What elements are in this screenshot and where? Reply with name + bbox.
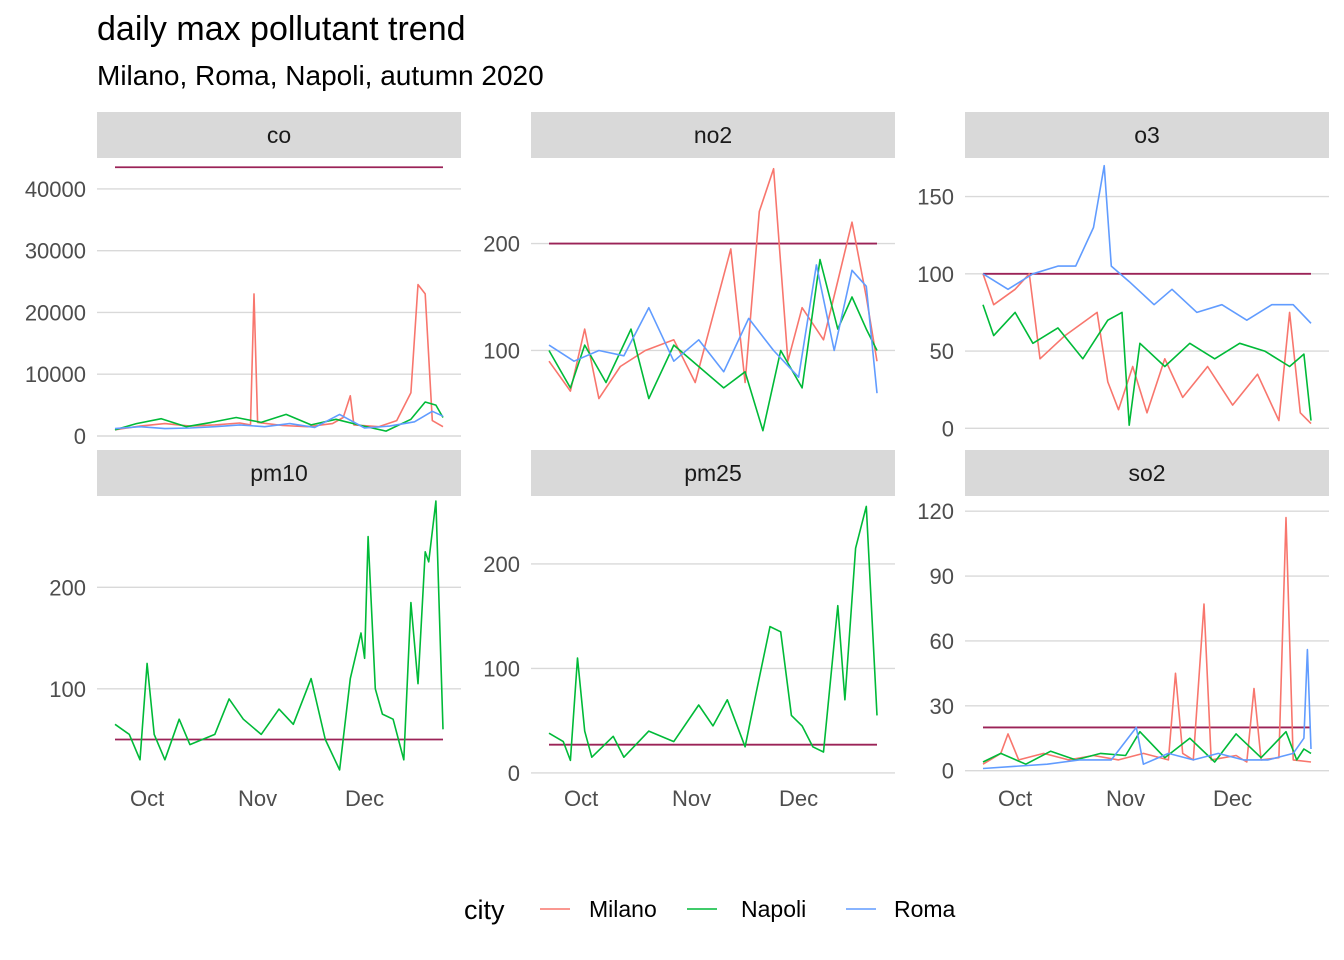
y-tick-label: 200 xyxy=(483,232,520,257)
x-tick-label: Oct xyxy=(998,786,1032,811)
y-tick-label: 0 xyxy=(942,416,954,441)
y-tick-label: 30 xyxy=(930,694,954,719)
series-line-milano xyxy=(982,272,1312,425)
facet-strip-label: pm10 xyxy=(250,460,308,486)
facet-strip xyxy=(965,450,1329,496)
y-tick-label: 100 xyxy=(917,262,954,287)
y-tick-label: 40000 xyxy=(25,177,86,202)
facet-panel-pm10: pm10 100 200 Oct Nov Dec xyxy=(49,450,461,811)
series-line-roma xyxy=(548,264,878,394)
facet-strip-label: so2 xyxy=(1128,460,1165,486)
legend-label-napoli: Napoli xyxy=(741,896,806,922)
legend-label-roma: Roma xyxy=(894,896,956,922)
x-tick-label: Dec xyxy=(345,786,384,811)
legend-item-roma: Roma xyxy=(846,896,956,922)
legend-item-milano: Milano xyxy=(540,896,657,922)
x-tick-label: Dec xyxy=(779,786,818,811)
facet-panel-no2: no2 100 200 xyxy=(483,112,895,432)
x-tick-label: Oct xyxy=(130,786,164,811)
series-line-napoli xyxy=(982,730,1312,766)
legend-label-milano: Milano xyxy=(589,896,657,922)
series-line-milano xyxy=(548,167,878,400)
y-tick-label: 100 xyxy=(483,338,520,363)
y-tick-label: 20000 xyxy=(25,300,86,325)
series-line-napoli xyxy=(114,401,444,432)
y-tick-label: 30000 xyxy=(25,239,86,264)
series-line-napoli xyxy=(548,505,878,762)
facet-strip-label: o3 xyxy=(1134,122,1160,148)
series-line-milano xyxy=(114,283,444,431)
legend-title: city xyxy=(464,895,505,925)
facet-strip xyxy=(531,450,895,496)
y-tick-label: 0 xyxy=(942,759,954,784)
facet-panel-o3: o3 0 50 100 150 xyxy=(917,112,1329,441)
facet-strip xyxy=(97,450,461,496)
y-tick-label: 120 xyxy=(917,499,954,524)
series-line-napoli xyxy=(982,304,1312,427)
facet-strip xyxy=(531,112,895,158)
y-tick-label: 0 xyxy=(508,761,520,786)
y-tick-label: 100 xyxy=(483,656,520,681)
y-tick-label: 100 xyxy=(49,677,86,702)
facet-plot: co010000200003000040000no2100200o3050100… xyxy=(25,112,1329,811)
y-tick-label: 90 xyxy=(930,564,954,589)
y-tick-label: 200 xyxy=(483,552,520,577)
y-tick-label: 10000 xyxy=(25,362,86,387)
facet-strip xyxy=(965,112,1329,158)
y-tick-label: 50 xyxy=(930,339,954,364)
legend: city Milano Napoli Roma xyxy=(464,895,956,925)
x-tick-label: Nov xyxy=(238,786,277,811)
facet-panel-co: co 0 10000 20000 30000 40000 xyxy=(25,112,461,449)
legend-item-napoli: Napoli xyxy=(687,896,806,922)
facet-panel-so2: so2 0 30 60 90 120 Oct Nov Dec xyxy=(917,450,1329,811)
facet-strip xyxy=(97,112,461,158)
series-line-roma xyxy=(982,648,1312,770)
chart-subtitle: Milano, Roma, Napoli, autumn 2020 xyxy=(97,60,544,91)
y-tick-label: 150 xyxy=(917,185,954,210)
series-line-napoli xyxy=(114,500,444,771)
x-tick-label: Dec xyxy=(1213,786,1252,811)
y-tick-label: 60 xyxy=(930,629,954,654)
y-tick-label: 0 xyxy=(74,424,86,449)
chart-title: daily max pollutant trend xyxy=(97,10,466,48)
x-tick-label: Nov xyxy=(1106,786,1145,811)
facet-strip-label: pm25 xyxy=(684,460,742,486)
series-line-roma xyxy=(982,164,1312,324)
x-tick-label: Nov xyxy=(672,786,711,811)
y-tick-label: 200 xyxy=(49,575,86,600)
series-line-napoli xyxy=(548,258,878,432)
facet-strip-label: co xyxy=(267,122,291,148)
series-line-roma xyxy=(114,410,444,430)
x-tick-label: Oct xyxy=(564,786,598,811)
facet-panel-pm25: pm25 0 100 200 Oct Nov Dec xyxy=(483,450,895,811)
facet-strip-label: no2 xyxy=(694,122,732,148)
